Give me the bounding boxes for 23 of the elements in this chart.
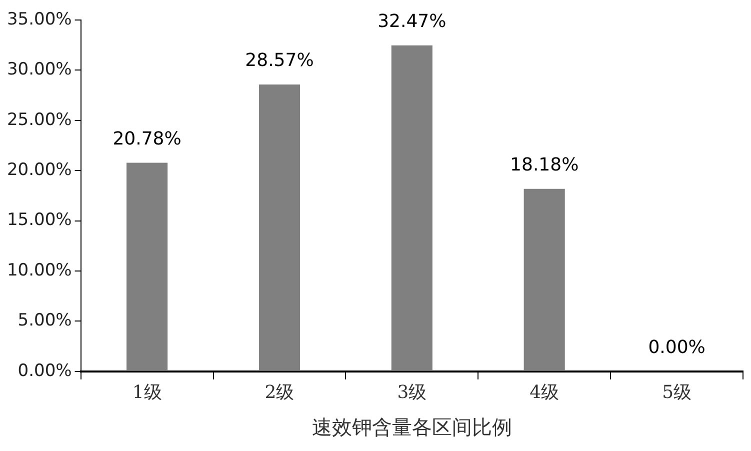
x-tick-label: 4级 (530, 382, 560, 403)
bar (258, 84, 300, 371)
data-label: 20.78% (112, 128, 182, 150)
x-tick-label: 3级 (397, 382, 427, 403)
y-tick-label: 10.00% (6, 260, 72, 280)
x-tick-label: 2级 (264, 382, 294, 403)
data-label: 28.57% (245, 50, 314, 72)
y-tick-label: 5.00% (18, 310, 72, 331)
y-tick-label: 25.00% (6, 110, 72, 130)
data-label: 0.00% (648, 337, 706, 358)
x-tick-label: 1级 (132, 382, 162, 403)
bar (524, 188, 565, 371)
x-axis-title: 速效钾含量各区间比例 (312, 415, 512, 440)
data-label: 32.47% (378, 11, 446, 32)
y-tick-label: 30.00% (6, 60, 72, 80)
y-tick-label: 35.00% (6, 9, 72, 30)
bar (391, 45, 432, 371)
x-tick-label: 5级 (662, 382, 692, 403)
y-tick-label: 20.00% (6, 160, 72, 180)
data-label: 18.18% (510, 154, 579, 176)
y-tick-label: 15.00% (6, 210, 72, 230)
bar (126, 162, 168, 371)
y-tick-label: 0.00% (18, 360, 72, 381)
